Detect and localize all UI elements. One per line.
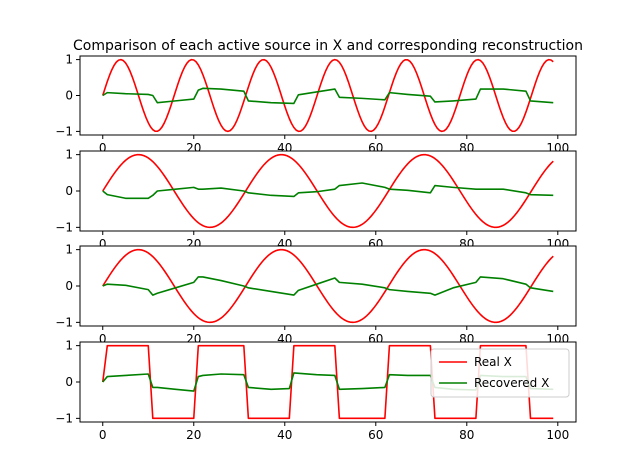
panel-3: 0 20 40 60 80 100−101 <box>55 243 577 346</box>
panel-3-series-recovered-x-line <box>102 276 554 296</box>
panel-3-x-tick-label: 0 <box>99 332 107 346</box>
panel-1-series-real-x-line <box>101 58 554 133</box>
panel-1-y-tick-label: −1 <box>55 124 73 138</box>
panel-2: 0 20 40 60 80 100−101 <box>55 148 577 251</box>
panel-4-y-tick-label: 1 <box>65 339 73 353</box>
panel-2-y-tick-label: −1 <box>55 220 73 234</box>
panel-4-x-tick-label: 0 <box>99 428 107 442</box>
panel-4-y-tick-label: −1 <box>55 411 73 425</box>
panel-4-x-tick-label: 60 <box>368 428 383 442</box>
panel-2-y-tick-label: 1 <box>65 148 73 162</box>
panel-3-y-tick-label: 1 <box>65 243 73 257</box>
panel-4-x-tick-label: 20 <box>186 428 201 442</box>
panel-1-plot-area <box>80 56 576 135</box>
panel-1-y-tick-label: 1 <box>65 53 73 67</box>
panel-1: 0 20 40 60 80 100−101 <box>55 53 577 155</box>
panel-4-x-tick-label: 100 <box>546 428 569 442</box>
legend-label-recovered-x: Recovered X <box>474 376 549 390</box>
legend-box <box>430 348 570 398</box>
panel-2-x-tick-label: 0 <box>99 237 107 251</box>
panel-4-x-tick-label: 40 <box>277 428 292 442</box>
panel-2-series-real-x-line <box>102 153 554 229</box>
panel-3-y-tick-label: 0 <box>65 279 73 293</box>
panel-1-x-tick-label: 0 <box>99 141 107 155</box>
panel-2-y-tick-label: 0 <box>65 184 73 198</box>
panel-3-y-tick-label: −1 <box>55 315 73 329</box>
legend-label-real-x: Real X <box>474 355 512 369</box>
panel-1-y-tick-label: 0 <box>65 89 73 103</box>
panel-1-series-recovered-x-line <box>102 87 554 105</box>
panel-3-series-real-x-line <box>102 248 554 324</box>
panel-2-series-recovered-x-line <box>102 182 554 200</box>
legend: Real X Recovered X <box>430 348 570 398</box>
panel-3-plot-area <box>80 246 576 326</box>
chart-title: Comparison of each active source in X an… <box>73 38 583 54</box>
panel-4-x-tick-label: 80 <box>459 428 474 442</box>
panel-4-y-tick-label: 0 <box>65 375 73 389</box>
